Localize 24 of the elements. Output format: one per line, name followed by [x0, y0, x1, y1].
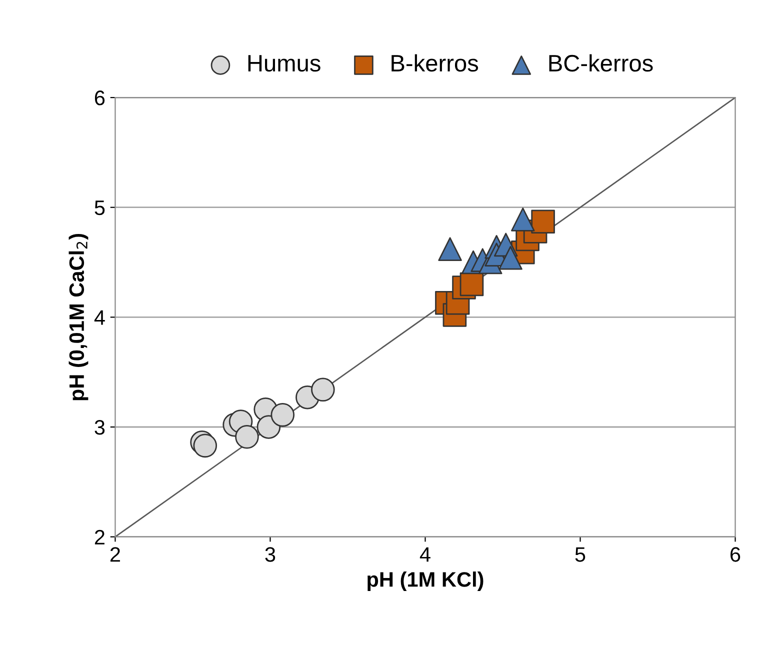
- y-tick-label: 4: [94, 310, 105, 325]
- x-tick-label: 4: [420, 547, 430, 562]
- x-tick-label: 2: [110, 547, 120, 562]
- x-tick-label: 6: [730, 547, 740, 562]
- point: [270, 403, 295, 427]
- point: [511, 208, 535, 232]
- point: [235, 425, 259, 449]
- y-axis-title: pH (0,01M CaCl$_{2}$): [68, 234, 88, 400]
- point: [193, 434, 218, 458]
- point: [498, 246, 522, 270]
- y-tick-label: 3: [94, 420, 105, 435]
- y-tick-label: 6: [94, 90, 105, 106]
- point: [531, 210, 555, 234]
- point: [311, 378, 335, 402]
- legend-label: B-kerros: [392, 54, 478, 72]
- legend-label: Humus: [248, 55, 320, 72]
- point: [438, 237, 462, 261]
- x-tick-label: 5: [575, 547, 586, 562]
- x-tick-label: 3: [265, 547, 276, 562]
- point: [460, 272, 484, 296]
- y-tick-label: 2: [94, 530, 104, 544]
- legend-label: BC-kerros: [549, 54, 653, 72]
- x-axis-title: pH (1M KCl): [368, 572, 484, 591]
- y-tick-label: 5: [94, 200, 105, 216]
